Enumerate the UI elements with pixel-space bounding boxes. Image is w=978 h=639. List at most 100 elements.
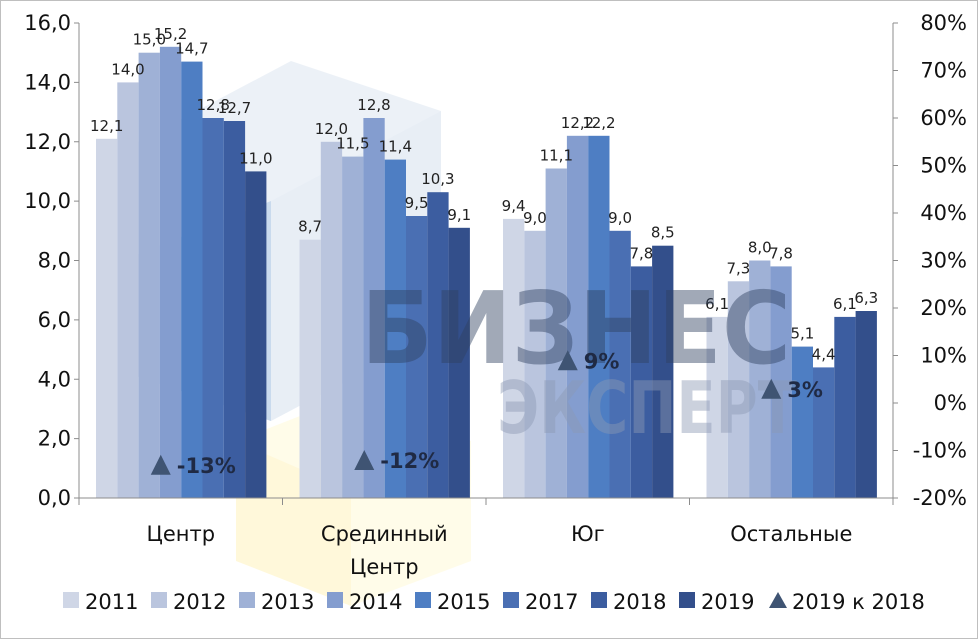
value-label-2011-cat1: 8,7: [298, 218, 322, 236]
legend: 2011 2012 2013 2014 2015 2017 2018 2019 2019 к 2…: [63, 590, 925, 614]
value-label-2012-cat3: 7,3: [726, 259, 750, 277]
value-label-2014-cat1: 12,8: [357, 96, 390, 114]
axes-layer: 0,0 2,0 4,0 6,0 8,0 10,0 12,0 14,0 16,0 -20% -10% 0…: [24, 11, 967, 579]
legend-swatch-2018: [591, 592, 607, 608]
bar-2011-cat1: [299, 239, 321, 498]
value-labels-layer: 12,114,015,015,214,712,812,711,08,712,01…: [90, 25, 878, 364]
right-tick-label: 50%: [920, 154, 967, 178]
value-label-2017-cat2: 9,0: [608, 209, 632, 227]
value-label-2011-cat0: 12,1: [90, 117, 123, 135]
value-label-2018-cat0: 12,7: [218, 99, 251, 117]
category-label: Юг: [571, 522, 605, 546]
bar-2019-cat3: [855, 311, 877, 498]
legend-swatch-2013: [239, 592, 255, 608]
right-tick-label: 0%: [934, 391, 967, 415]
legend-marker-change: [769, 592, 787, 608]
legend-swatch-2014: [327, 592, 343, 608]
value-label-2019-cat2: 8,5: [651, 224, 675, 242]
bar-2018-cat2: [630, 266, 653, 498]
legend-label-2015: 2015: [437, 590, 490, 614]
value-label-2013-cat0: 15,0: [133, 31, 166, 49]
left-tick-label: 4,0: [38, 367, 71, 391]
right-tick-label: 30%: [920, 249, 967, 273]
bar-2011-cat3: [706, 316, 728, 498]
legend-label-2014: 2014: [349, 590, 402, 614]
value-label-2019-cat0: 11,0: [239, 149, 272, 167]
value-label-2014-cat0: 15,2: [154, 25, 187, 43]
change-label-cat3: 3%: [787, 378, 823, 402]
legend-label-2013: 2013: [261, 590, 314, 614]
value-label-2015-cat0: 14,7: [175, 40, 208, 58]
watermark-line-2: ЭКСПЕРТ: [497, 366, 797, 450]
left-tick-label: 6,0: [38, 308, 71, 332]
change-marker-cat0: [150, 454, 171, 475]
legend-swatch-2011: [63, 592, 79, 608]
right-tick-label: 10%: [920, 344, 967, 368]
left-tick-label: 10,0: [24, 189, 71, 213]
change-marker-cat3: [761, 378, 782, 399]
value-label-2017-cat1: 9,5: [405, 194, 429, 212]
bar-2019-cat1: [448, 227, 470, 499]
value-label-2015-cat1: 11,4: [379, 138, 412, 156]
value-label-2011-cat2: 9,4: [502, 197, 526, 215]
bar-2012-cat0: [117, 82, 139, 499]
bar-2017-cat2: [609, 230, 631, 499]
category-label: Центр: [147, 522, 216, 546]
value-label-2017-cat0: 12,8: [196, 96, 229, 114]
left-tick-label: 14,0: [24, 70, 71, 94]
right-tick-label: 40%: [920, 201, 967, 225]
value-label-2019-cat1: 9,1: [447, 206, 471, 224]
bar-2018-cat0: [223, 121, 246, 498]
bar-2015-cat3: [791, 346, 813, 498]
change-markers-layer: -13% -12% 9% 3%: [150, 349, 823, 478]
category-label: Центр: [350, 555, 419, 579]
value-label-2011-cat3: 6,1: [705, 295, 729, 313]
left-tick-label: 2,0: [38, 427, 71, 451]
bar-2019-cat2: [652, 245, 674, 498]
bar-2018-cat1: [427, 192, 449, 498]
legend-swatch-2012: [151, 592, 167, 608]
bar-2015-cat0: [181, 61, 203, 498]
value-label-2012-cat0: 14,0: [111, 60, 144, 78]
legend-label-2012: 2012: [173, 590, 226, 614]
legend-label-2019: 2019: [701, 590, 754, 614]
value-label-2013-cat1: 11,5: [336, 135, 369, 153]
bar-2013-cat3: [749, 260, 771, 498]
bar-2014-cat1: [363, 118, 385, 498]
legend-swatch-2017: [503, 592, 519, 608]
value-label-2013-cat2: 11,1: [540, 147, 573, 165]
change-marker-cat2: [557, 350, 578, 371]
bar-2014-cat2: [566, 135, 589, 499]
left-tick-label: 8,0: [38, 249, 71, 273]
bar-2015-cat2: [588, 135, 610, 499]
left-tick-label: 12,0: [24, 130, 71, 154]
legend-label-change: 2019 к 2018: [792, 590, 925, 614]
bar-2012-cat2: [524, 230, 546, 499]
value-label-2014-cat2: 12,2: [561, 114, 594, 132]
legend-label-2017: 2017: [525, 590, 578, 614]
bar-2011-cat2: [503, 218, 525, 498]
right-tick-label: 70%: [920, 59, 967, 83]
change-marker-cat1: [354, 450, 375, 470]
right-tick-label: 20%: [920, 296, 967, 320]
value-label-2018-cat1: 10,3: [421, 170, 454, 188]
right-tick-label: -10%: [913, 439, 967, 463]
bar-2018-cat3: [834, 316, 856, 498]
category-label: Остальные: [730, 522, 852, 546]
legend-swatch-2019: [679, 592, 695, 608]
bar-2013-cat1: [342, 156, 364, 498]
bar-2012-cat1: [320, 141, 343, 499]
value-label-2012-cat1: 12,0: [315, 120, 348, 138]
bar-2011-cat0: [96, 138, 118, 499]
legend-label-2011: 2011: [85, 590, 138, 614]
value-label-2018-cat3: 6,1: [833, 295, 857, 313]
value-label-2017-cat3: 4,4: [812, 345, 836, 363]
bar-2019-cat0: [245, 171, 267, 498]
right-tick-label: 60%: [920, 106, 967, 130]
value-label-2013-cat3: 8,0: [748, 239, 772, 257]
right-tick-label: 80%: [920, 11, 967, 35]
change-label-cat1: -12%: [380, 449, 439, 473]
value-label-2018-cat2: 7,8: [629, 244, 653, 262]
